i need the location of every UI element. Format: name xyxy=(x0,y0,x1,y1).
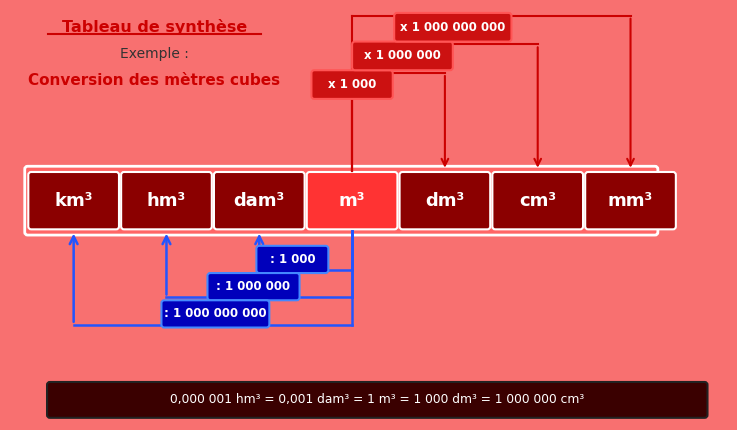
FancyBboxPatch shape xyxy=(256,246,329,273)
FancyBboxPatch shape xyxy=(28,172,119,229)
Text: Tableau de synthèse: Tableau de synthèse xyxy=(62,19,247,35)
Text: Conversion des mètres cubes: Conversion des mètres cubes xyxy=(28,73,280,88)
Text: hm³: hm³ xyxy=(147,192,186,210)
Text: : 1 000: : 1 000 xyxy=(270,253,315,266)
FancyBboxPatch shape xyxy=(47,382,708,418)
FancyBboxPatch shape xyxy=(312,70,393,99)
FancyBboxPatch shape xyxy=(161,300,269,328)
Text: : 1 000 000 000: : 1 000 000 000 xyxy=(164,307,267,320)
FancyBboxPatch shape xyxy=(399,172,490,229)
FancyBboxPatch shape xyxy=(208,273,299,300)
FancyBboxPatch shape xyxy=(214,172,304,229)
FancyBboxPatch shape xyxy=(121,172,212,229)
Text: : 1 000 000: : 1 000 000 xyxy=(217,280,290,293)
Text: 0,000 001 hm³ = 0,001 dam³ = 1 m³ = 1 000 dm³ = 1 000 000 cm³: 0,000 001 hm³ = 0,001 dam³ = 1 m³ = 1 00… xyxy=(170,393,584,406)
Text: x 1 000 000 000: x 1 000 000 000 xyxy=(400,21,506,34)
Text: km³: km³ xyxy=(55,192,93,210)
FancyBboxPatch shape xyxy=(25,166,658,235)
Text: dm³: dm³ xyxy=(425,192,464,210)
Text: cm³: cm³ xyxy=(519,192,556,210)
Text: Exemple :: Exemple : xyxy=(120,47,189,61)
FancyBboxPatch shape xyxy=(307,172,397,229)
FancyBboxPatch shape xyxy=(394,13,511,42)
FancyBboxPatch shape xyxy=(492,172,583,229)
FancyBboxPatch shape xyxy=(585,172,676,229)
Text: x 1 000: x 1 000 xyxy=(328,78,377,91)
Text: mm³: mm³ xyxy=(608,192,653,210)
FancyBboxPatch shape xyxy=(352,42,453,70)
Text: dam³: dam³ xyxy=(234,192,285,210)
Text: x 1 000 000: x 1 000 000 xyxy=(364,49,441,62)
Text: m³: m³ xyxy=(339,192,366,210)
